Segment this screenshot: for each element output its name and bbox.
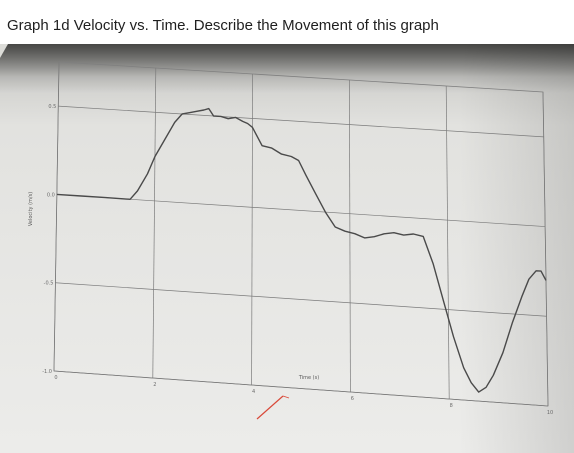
y-tick-label: 0.0 [47, 192, 55, 198]
velocity-series-line [56, 107, 547, 393]
x-tick-label: 0 [54, 375, 57, 381]
x-gridline [542, 91, 549, 407]
y-tick-label: -1.0 [42, 369, 52, 375]
question-header: Graph 1d Velocity vs. Time. Describe the… [0, 0, 574, 44]
x-gridline [53, 61, 60, 372]
chart: 0 2 4 6 8 10 0.5 0.0 -0.5 -1.0 Velocity (m/s) Tim… [0, 44, 574, 453]
x-tick-label: 6 [351, 396, 354, 402]
graph-photo: 0 2 4 6 8 10 0.5 0.0 -0.5 -1.0 Velocity (m/s) Tim… [0, 44, 574, 453]
y-axis-title: Velocity (m/s) [28, 192, 34, 226]
paper-right-shadow [0, 44, 574, 453]
y-gridline [56, 194, 546, 227]
x-gridline [251, 73, 253, 386]
red-pen-mark [256, 395, 284, 420]
y-gridline [53, 370, 549, 407]
y-tick-label: -0.5 [44, 281, 54, 287]
tick-labels: 0 2 4 6 8 10 0.5 0.0 -0.5 -1.0 [42, 104, 553, 416]
x-gridline [349, 79, 351, 393]
x-gridline [152, 67, 157, 379]
x-gridline [445, 85, 450, 400]
y-gridline [55, 282, 547, 317]
gridlines [53, 61, 549, 407]
x-axis-title: Time (s) [298, 375, 319, 381]
x-tick-label: 8 [450, 403, 453, 409]
y-tick-label: 0.5 [48, 104, 56, 110]
x-tick-label: 10 [547, 410, 553, 416]
x-tick-label: 4 [252, 389, 255, 395]
y-gridline [58, 105, 544, 138]
red-pen-mark-tail [282, 395, 290, 399]
x-tick-label: 2 [153, 382, 156, 388]
page-title: Graph 1d Velocity vs. Time. Describe the… [7, 17, 439, 34]
